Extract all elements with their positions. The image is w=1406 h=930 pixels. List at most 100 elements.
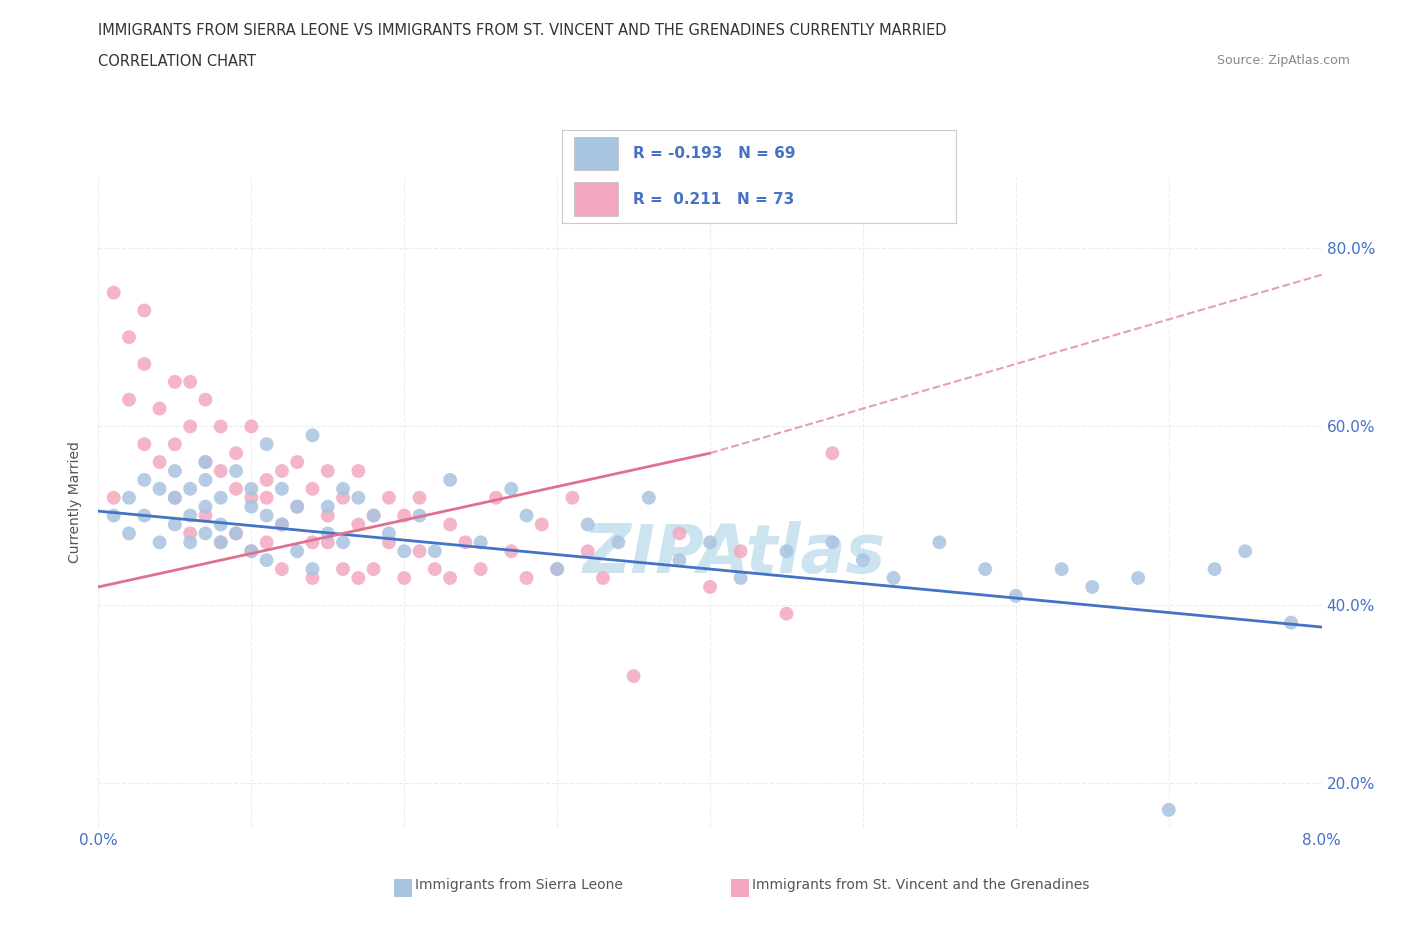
Point — [332, 535, 354, 550]
Point — [439, 517, 461, 532]
Point — [256, 437, 278, 452]
Point — [637, 490, 661, 505]
Point — [454, 535, 477, 550]
Point — [316, 508, 339, 523]
Point — [821, 535, 844, 550]
Point — [134, 508, 156, 523]
Point — [134, 437, 156, 452]
Point — [240, 482, 263, 497]
Point — [301, 428, 323, 443]
Point — [470, 535, 492, 550]
Text: CORRELATION CHART: CORRELATION CHART — [98, 54, 256, 69]
Point — [730, 544, 752, 559]
Point — [103, 286, 125, 300]
Point — [285, 544, 308, 559]
Point — [516, 571, 538, 586]
Point — [179, 508, 201, 523]
Point — [194, 455, 217, 470]
Point — [149, 482, 172, 497]
Point — [149, 401, 172, 416]
Point — [103, 508, 125, 523]
Point — [225, 445, 247, 460]
Point — [256, 535, 278, 550]
Point — [347, 517, 370, 532]
Point — [209, 535, 232, 550]
Point — [179, 418, 201, 433]
Point — [316, 535, 339, 550]
Point — [240, 418, 263, 433]
Point — [209, 535, 232, 550]
Point — [270, 482, 294, 497]
Point — [332, 490, 354, 505]
Point — [270, 517, 294, 532]
Point — [1050, 562, 1073, 577]
Point — [225, 526, 247, 541]
Point — [163, 463, 186, 478]
Point — [439, 472, 461, 487]
Point — [194, 392, 217, 407]
Point — [240, 490, 263, 505]
Text: Immigrants from Sierra Leone: Immigrants from Sierra Leone — [415, 878, 623, 893]
Point — [270, 517, 294, 532]
Point — [775, 544, 797, 559]
Point — [408, 544, 430, 559]
Point — [163, 490, 186, 505]
Point — [378, 490, 401, 505]
Point — [118, 330, 141, 345]
Point — [194, 499, 217, 514]
Point — [270, 463, 294, 478]
Point — [607, 535, 630, 550]
Point — [225, 463, 247, 478]
Point — [316, 526, 339, 541]
FancyBboxPatch shape — [574, 137, 617, 170]
Point — [1128, 571, 1150, 586]
Point — [301, 482, 323, 497]
Point — [332, 482, 354, 497]
Point — [1081, 579, 1104, 594]
Y-axis label: Currently Married: Currently Married — [69, 441, 83, 564]
Point — [347, 463, 370, 478]
Point — [378, 535, 401, 550]
Point — [974, 562, 997, 577]
Text: ZIPAtlas: ZIPAtlas — [583, 522, 886, 587]
Point — [485, 490, 508, 505]
Point — [470, 562, 492, 577]
Point — [576, 544, 599, 559]
Point — [516, 508, 538, 523]
Point — [285, 499, 308, 514]
Point — [285, 499, 308, 514]
Text: Source: ZipAtlas.com: Source: ZipAtlas.com — [1216, 54, 1350, 67]
Point — [423, 544, 446, 559]
Point — [134, 356, 156, 371]
Point — [179, 526, 201, 541]
Point — [1279, 615, 1302, 630]
Point — [301, 535, 323, 550]
Point — [134, 472, 156, 487]
Point — [699, 535, 721, 550]
Point — [209, 517, 232, 532]
Point — [301, 571, 323, 586]
Point — [179, 482, 201, 497]
Point — [194, 508, 217, 523]
Point — [546, 562, 568, 577]
Point — [439, 571, 461, 586]
Point — [1234, 544, 1257, 559]
Point — [1004, 589, 1026, 604]
Point — [209, 463, 232, 478]
Point — [378, 526, 401, 541]
Point — [592, 571, 614, 586]
Point — [149, 455, 172, 470]
Point — [1204, 562, 1226, 577]
Point — [256, 490, 278, 505]
Point — [501, 482, 523, 497]
Point — [163, 490, 186, 505]
Point — [149, 535, 172, 550]
Point — [408, 490, 430, 505]
Point — [775, 606, 797, 621]
Point — [240, 499, 263, 514]
Point — [883, 571, 905, 586]
Point — [730, 571, 752, 586]
Point — [256, 472, 278, 487]
Point — [928, 535, 950, 550]
Point — [163, 517, 186, 532]
